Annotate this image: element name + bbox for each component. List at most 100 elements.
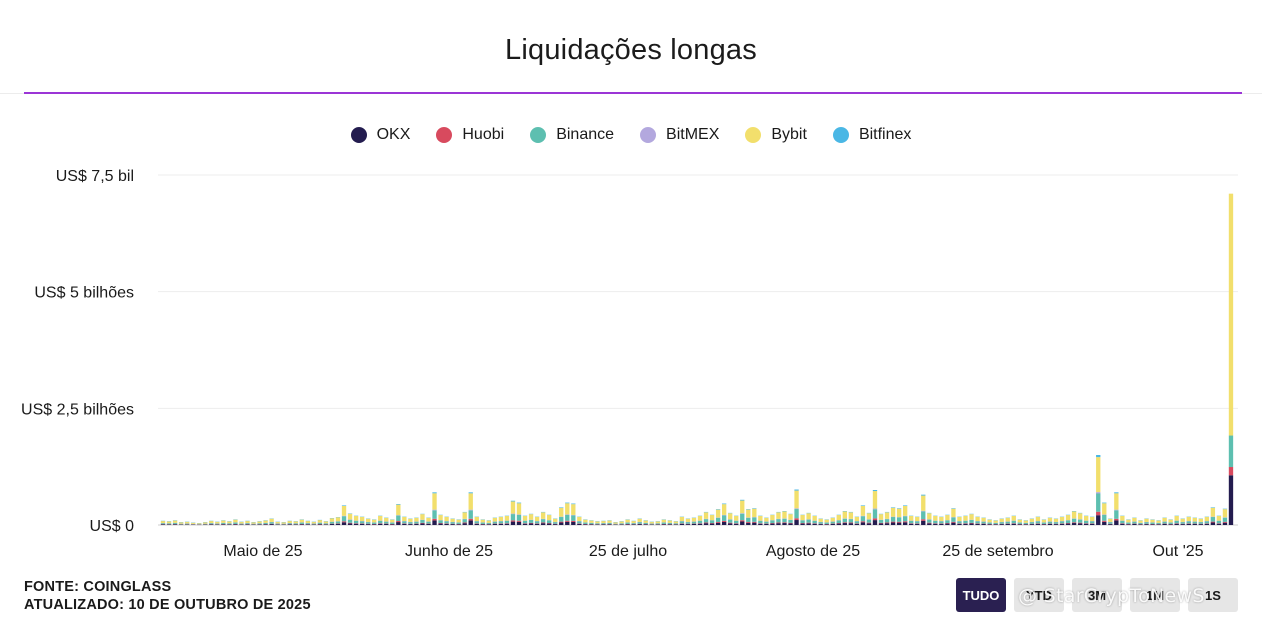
bar-segment-binance[interactable] [860,516,866,522]
bar-segment-okx[interactable] [1071,523,1077,525]
bar-segment-binance[interactable] [565,514,570,521]
bar-segment-bitmex[interactable] [740,513,745,514]
bar-segment-binance[interactable] [836,520,841,524]
bar-segment-binance[interactable] [685,522,691,524]
bar-segment-bybit[interactable] [673,521,679,524]
bar-segment-bybit[interactable] [975,516,980,522]
bar-segment-binance[interactable] [1186,521,1191,524]
bar-segment-bybit[interactable] [571,504,576,515]
bar-segment-okx[interactable] [878,523,884,525]
bar-segment-binance[interactable] [1162,521,1167,524]
bar-segment-binance[interactable] [178,523,184,525]
bar-segment-binance[interactable] [1102,514,1107,521]
bar-segment-bybit[interactable] [631,520,636,524]
bar-segment-bybit[interactable] [160,520,166,524]
bar-segment-binance[interactable] [655,523,660,525]
bar-segment-bybit[interactable] [257,521,262,524]
bar-segment-okx[interactable] [697,523,703,525]
bar-segment-binance[interactable] [1192,521,1197,524]
bar-segment-bitfinex[interactable] [1210,507,1216,508]
bar-segment-bybit[interactable] [456,519,461,523]
bar-segment-bybit[interactable] [426,517,431,522]
bar-segment-okx[interactable] [335,523,341,525]
bar-segment-bybit[interactable] [444,516,449,522]
bar-segment-bybit[interactable] [432,493,437,510]
bar-segment-bybit[interactable] [565,503,570,515]
bar-segment-bitfinex[interactable] [752,508,757,509]
bar-segment-huobi[interactable] [516,520,522,522]
bar-segment-binance[interactable] [1059,521,1065,524]
bar-segment-huobi[interactable] [547,523,552,524]
bar-segment-binance[interactable] [528,519,534,523]
bar-segment-bitmex[interactable] [872,508,878,510]
bar-segment-okx[interactable] [269,524,274,525]
bar-segment-okx[interactable] [794,520,799,525]
bar-segment-binance[interactable] [209,523,214,525]
bar-segment-bybit[interactable] [1096,457,1101,493]
bar-segment-binance[interactable] [667,522,673,525]
bar-segment-okx[interactable] [969,523,974,525]
bar-segment-binance[interactable] [233,522,238,524]
bar-segment-bitfinex[interactable] [571,503,576,505]
bar-segment-okx[interactable] [963,523,968,525]
bar-segment-bybit[interactable] [1077,513,1083,520]
bar-segment-okx[interactable] [1041,524,1047,525]
bar-segment-bybit[interactable] [758,515,763,521]
bar-segment-binance[interactable] [752,517,757,522]
bar-segment-bybit[interactable] [746,509,751,518]
bar-segment-bitfinex[interactable] [921,494,926,496]
bar-segment-okx[interactable] [257,524,262,525]
bar-segment-binance[interactable] [172,522,178,525]
bar-segment-bybit[interactable] [896,508,902,518]
bar-segment-okx[interactable] [1216,523,1222,525]
bar-segment-binance[interactable] [909,520,914,524]
bar-segment-bybit[interactable] [625,519,630,523]
bar-segment-okx[interactable] [420,523,425,525]
bar-segment-okx[interactable] [993,524,998,525]
bar-segment-bybit[interactable] [372,519,377,523]
bar-segment-bybit[interactable] [1005,517,1010,522]
bar-segment-binance[interactable] [975,521,980,524]
bar-segment-binance[interactable] [365,522,371,524]
bar-segment-okx[interactable] [565,521,570,525]
bar-segment-binance[interactable] [450,522,455,524]
bar-segment-bybit[interactable] [1065,515,1071,521]
bar-segment-binance[interactable] [1077,519,1083,523]
bar-segment-bitfinex[interactable] [902,505,908,506]
bar-segment-bybit[interactable] [806,513,811,520]
bar-segment-binance[interactable] [1132,521,1137,524]
bar-segment-binance[interactable] [746,517,751,522]
bar-segment-bybit[interactable] [782,511,787,519]
bar-segment-binance[interactable] [420,519,425,523]
bar-segment-binance[interactable] [993,522,998,525]
bar-segment-okx[interactable] [655,524,660,525]
bar-segment-bybit[interactable] [1090,516,1095,522]
bar-segment-okx[interactable] [589,524,594,525]
bar-segment-okx[interactable] [902,522,908,525]
bar-segment-okx[interactable] [1144,524,1149,525]
bar-segment-huobi[interactable] [836,523,841,524]
bar-segment-bybit[interactable] [522,515,528,521]
bar-segment-bybit[interactable] [728,513,733,520]
bar-segment-binance[interactable] [1053,522,1059,524]
bar-segment-okx[interactable] [1210,522,1216,525]
bar-segment-bybit[interactable] [939,516,944,522]
bar-segment-binance[interactable] [1029,522,1035,524]
bar-segment-binance[interactable] [788,519,793,523]
bar-segment-binance[interactable] [661,522,666,524]
bar-segment-binance[interactable] [251,523,256,525]
bar-segment-binance[interactable] [263,522,268,525]
bar-segment-okx[interactable] [1053,524,1059,525]
bar-segment-okx[interactable] [661,524,666,525]
bar-segment-okx[interactable] [848,523,854,525]
bar-segment-binance[interactable] [299,522,304,524]
bar-segment-bybit[interactable] [589,520,594,523]
bar-segment-okx[interactable] [854,523,860,525]
range-button-tudo[interactable]: TUDO [956,578,1006,612]
bar-segment-binance[interactable] [902,516,908,522]
range-button-ytd[interactable]: YTD [1014,578,1064,612]
bar-segment-bybit[interactable] [317,520,323,523]
bar-segment-bybit[interactable] [794,490,799,509]
bar-segment-okx[interactable] [221,524,226,525]
bar-segment-bybit[interactable] [890,507,896,517]
